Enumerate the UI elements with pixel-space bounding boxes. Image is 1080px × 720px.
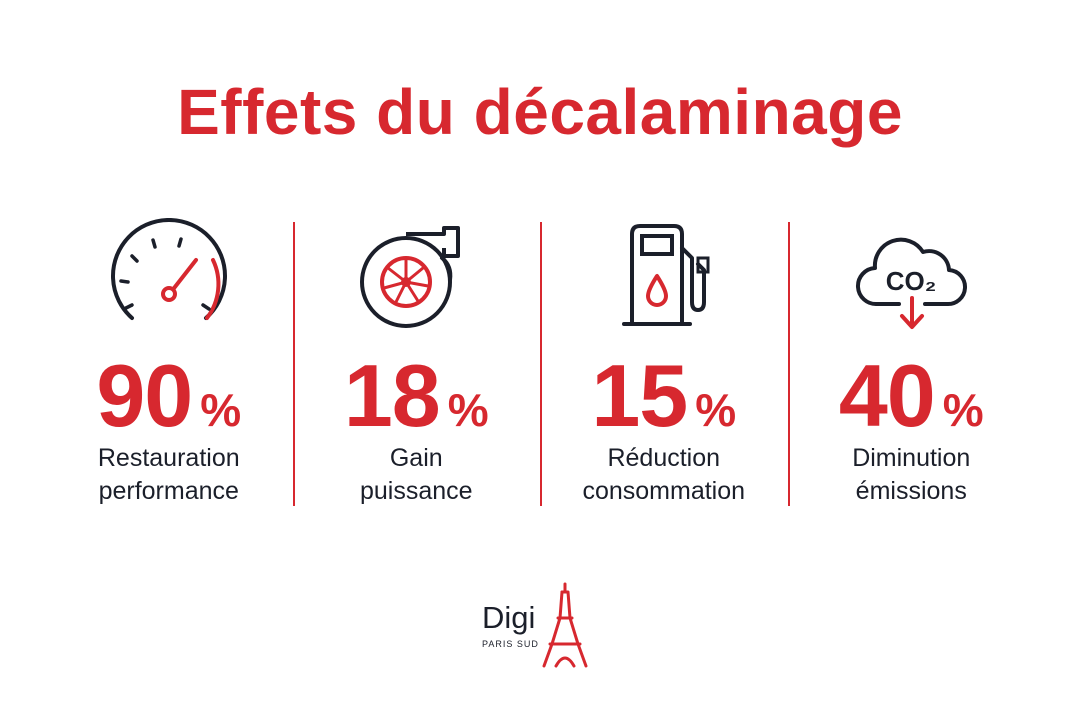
stat-value: 15 %: [540, 346, 788, 446]
logo-subtitle: PARIS SUD: [482, 639, 539, 649]
stat-unit: %: [942, 384, 984, 436]
column-divider: [292, 222, 295, 506]
stat-number: 40: [838, 346, 936, 445]
co2-label: CO₂: [886, 266, 937, 296]
stat-power: 18 % Gain puissance: [292, 218, 541, 508]
stat-value: 40 %: [788, 346, 1036, 446]
stat-label: Gain puissance: [293, 442, 541, 508]
logo-wordmark: Digi: [482, 600, 536, 635]
speedometer-icon: [99, 218, 239, 338]
stats-row: 90 % Restauration performance: [45, 218, 1035, 508]
stat-emissions: CO₂ 40 % Diminution émissions: [787, 218, 1036, 508]
stat-number: 15: [591, 346, 688, 445]
page-title: Effets du décalaminage: [177, 76, 903, 148]
stat-label-line: émissions: [855, 477, 967, 505]
stat-consumption: 15 % Réduction consommation: [540, 218, 788, 508]
stat-value: 90 %: [45, 346, 293, 446]
stat-label-line: consommation: [582, 477, 746, 505]
eiffel-tower-icon: [542, 582, 588, 668]
turbocharger-icon: [346, 218, 486, 338]
stat-unit: %: [695, 384, 737, 436]
stat-label: Réduction consommation: [540, 442, 788, 508]
stat-number: 90: [96, 346, 193, 445]
stat-value: 18 %: [293, 346, 541, 446]
stat-unit: %: [200, 384, 242, 436]
fuel-pump-icon: [594, 218, 734, 338]
brand-logo: Digi PARIS SUD: [476, 582, 606, 668]
stat-label-line: performance: [98, 477, 239, 505]
co2-cloud-icon: CO₂: [841, 218, 981, 338]
column-divider: [540, 222, 542, 506]
stat-label: Restauration performance: [45, 442, 293, 508]
stat-label-line: puissance: [359, 477, 473, 505]
column-divider: [787, 222, 790, 506]
stat-label-line: Réduction: [607, 444, 721, 472]
stat-label-line: Gain: [389, 444, 443, 472]
stat-number: 18: [343, 346, 441, 445]
stat-label: Diminution émissions: [788, 442, 1036, 508]
stat-label-line: Diminution: [852, 444, 971, 472]
stat-unit: %: [447, 384, 489, 436]
stat-performance: 90 % Restauration performance: [45, 218, 293, 508]
stat-label-line: Restauration: [97, 444, 240, 472]
